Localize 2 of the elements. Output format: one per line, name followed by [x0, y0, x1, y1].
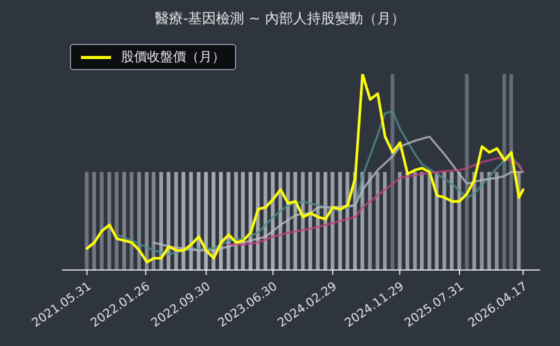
legend-label: 股價收盤價（月） [121, 49, 225, 66]
chart-title: 醫療-基因檢測 ~ 內部人持股變動（月） [154, 10, 406, 28]
